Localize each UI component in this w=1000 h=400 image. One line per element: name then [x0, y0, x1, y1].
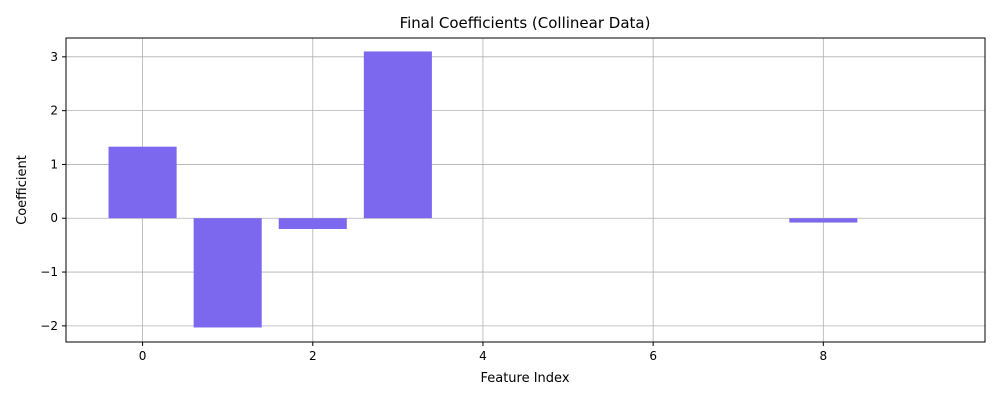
x-tick-label: 0 [139, 349, 147, 363]
y-tick-label: 2 [50, 104, 58, 118]
bar-feature-8 [789, 218, 858, 223]
x-tick-label: 4 [479, 349, 487, 363]
x-tick-label: 6 [649, 349, 657, 363]
y-tick-label: 0 [50, 211, 58, 225]
y-tick-label: −1 [40, 265, 58, 279]
plot-frame [65, 37, 986, 343]
y-tick-label: 3 [50, 50, 58, 64]
bar-feature-3 [363, 51, 432, 219]
bar-feature-0 [108, 146, 177, 219]
y-axis-title: Coefficient [15, 155, 30, 225]
x-tick-label: 8 [820, 349, 828, 363]
bar-feature-1 [193, 218, 262, 328]
bars [108, 51, 858, 328]
y-tick-label: −2 [40, 319, 58, 333]
y-tick-label: 1 [50, 157, 58, 171]
chart-title: Final Coefficients (Collinear Data) [400, 14, 651, 32]
axes: 0 2 4 6 8 −2 −1 0 1 2 3 [40, 37, 986, 363]
x-tick-label: 2 [309, 349, 317, 363]
x-axis-title: Feature Index [480, 371, 569, 386]
bar-feature-2 [278, 218, 347, 230]
